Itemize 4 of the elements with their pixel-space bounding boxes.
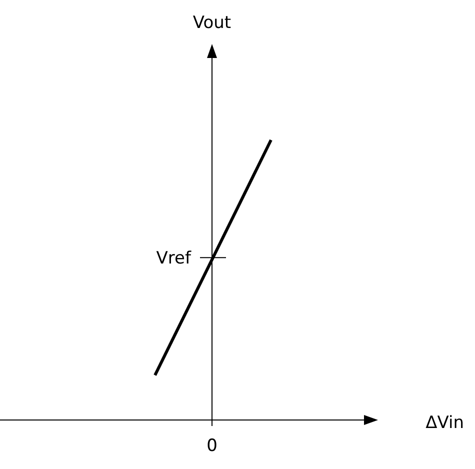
x-axis-title: ΔVin	[426, 413, 464, 433]
text: 0	[206, 436, 218, 456]
text: Vout	[192, 13, 232, 33]
ref-line-label: Vref	[156, 248, 192, 269]
